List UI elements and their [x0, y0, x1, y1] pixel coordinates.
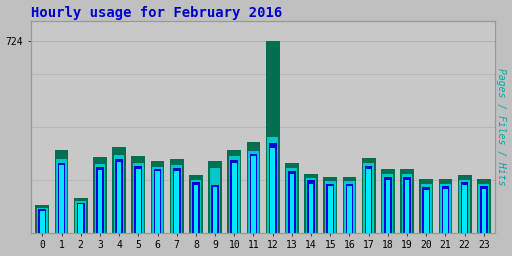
Bar: [74, 198, 88, 233]
Bar: [35, 205, 49, 233]
Bar: [306, 178, 316, 233]
Bar: [37, 208, 48, 233]
Bar: [266, 41, 280, 233]
Bar: [189, 175, 203, 233]
Bar: [307, 180, 315, 233]
Bar: [58, 163, 66, 233]
Bar: [210, 168, 221, 233]
Bar: [386, 180, 390, 233]
Bar: [458, 175, 472, 233]
Bar: [309, 184, 313, 233]
Bar: [270, 148, 275, 233]
Bar: [173, 168, 181, 233]
Bar: [170, 159, 184, 233]
Bar: [133, 163, 144, 233]
Bar: [248, 151, 259, 233]
Text: Hourly usage for February 2016: Hourly usage for February 2016: [31, 6, 282, 19]
Bar: [267, 137, 278, 233]
Bar: [117, 162, 121, 233]
Bar: [96, 167, 104, 233]
Bar: [324, 177, 337, 233]
Bar: [250, 154, 258, 233]
Bar: [441, 186, 449, 233]
Bar: [232, 163, 237, 233]
Bar: [327, 184, 334, 233]
Bar: [78, 204, 83, 233]
Bar: [362, 158, 376, 233]
Bar: [229, 156, 240, 233]
Bar: [247, 142, 261, 233]
Bar: [477, 179, 490, 233]
Bar: [440, 184, 451, 233]
Bar: [381, 169, 395, 233]
Bar: [285, 163, 299, 233]
Bar: [304, 174, 318, 233]
Bar: [98, 170, 102, 233]
Y-axis label: Pages / Files / Hits: Pages / Files / Hits: [497, 68, 506, 186]
Bar: [227, 150, 241, 233]
Bar: [290, 175, 294, 233]
Bar: [93, 157, 107, 233]
Bar: [269, 143, 276, 233]
Bar: [461, 182, 468, 233]
Bar: [365, 166, 373, 233]
Bar: [208, 161, 222, 233]
Bar: [364, 163, 374, 233]
Bar: [382, 175, 393, 233]
Bar: [114, 155, 124, 233]
Bar: [404, 180, 409, 233]
Bar: [95, 164, 105, 233]
Bar: [462, 185, 467, 233]
Bar: [115, 159, 123, 233]
Bar: [288, 170, 296, 233]
Bar: [401, 175, 412, 233]
Bar: [438, 179, 452, 233]
Bar: [346, 184, 353, 233]
Bar: [211, 185, 219, 233]
Bar: [325, 181, 336, 233]
Bar: [403, 177, 411, 233]
Bar: [112, 147, 126, 233]
Bar: [136, 169, 141, 233]
Bar: [213, 187, 218, 233]
Bar: [194, 185, 198, 233]
Bar: [175, 170, 179, 233]
Bar: [251, 156, 256, 233]
Bar: [478, 184, 489, 233]
Bar: [287, 168, 297, 233]
Bar: [132, 156, 145, 233]
Bar: [347, 186, 352, 233]
Bar: [424, 190, 429, 233]
Bar: [40, 211, 45, 233]
Bar: [421, 184, 432, 233]
Bar: [422, 187, 430, 233]
Bar: [151, 161, 164, 233]
Bar: [343, 177, 356, 233]
Bar: [172, 165, 182, 233]
Bar: [384, 177, 392, 233]
Bar: [419, 179, 433, 233]
Bar: [190, 180, 201, 233]
Bar: [459, 180, 470, 233]
Bar: [56, 158, 67, 233]
Bar: [400, 169, 414, 233]
Bar: [154, 169, 161, 233]
Bar: [230, 160, 238, 233]
Bar: [480, 186, 487, 233]
Bar: [77, 203, 84, 233]
Bar: [75, 201, 86, 233]
Bar: [152, 167, 163, 233]
Bar: [367, 169, 371, 233]
Bar: [481, 189, 486, 233]
Bar: [192, 182, 200, 233]
Bar: [328, 186, 333, 233]
Bar: [38, 209, 46, 233]
Bar: [55, 150, 69, 233]
Bar: [443, 189, 447, 233]
Bar: [135, 166, 142, 233]
Bar: [155, 171, 160, 233]
Bar: [59, 165, 64, 233]
Bar: [344, 181, 355, 233]
